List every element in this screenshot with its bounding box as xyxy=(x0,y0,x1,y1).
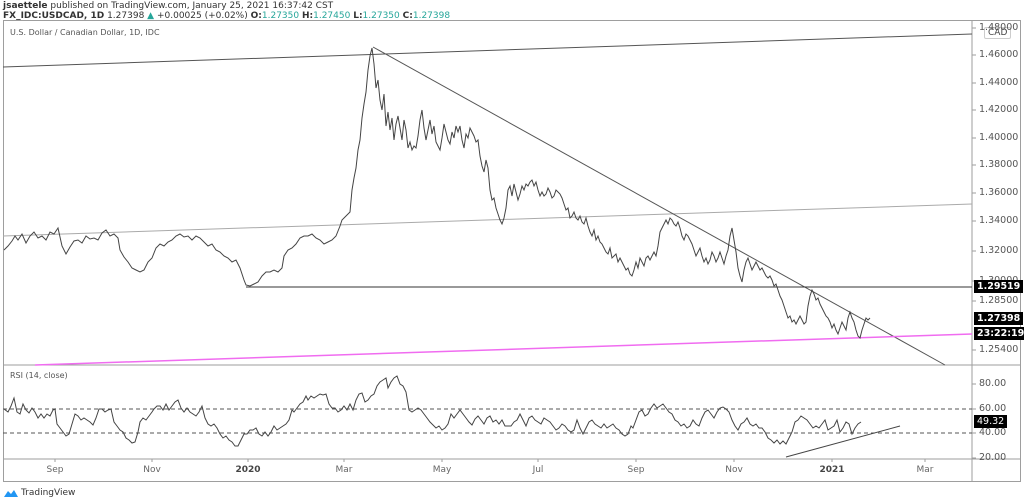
chart-title: U.S. Dollar / Canadian Dollar, 1D, IDC xyxy=(10,28,160,37)
published-text: published on TradingView.com, January 25… xyxy=(50,1,334,11)
symbol-label: FX_IDC:USDCAD, 1D xyxy=(3,11,105,21)
open-label: O: xyxy=(250,11,262,21)
time-axis-ticks xyxy=(54,459,926,462)
tradingview-logo-icon xyxy=(4,489,18,497)
rsi-title: RSI (14, close) xyxy=(10,371,68,380)
price-axis-label: 1.38000 xyxy=(979,159,1019,170)
low-label: L: xyxy=(353,11,363,21)
time-axis-label: Mar xyxy=(916,465,934,475)
time-axis-label: Nov xyxy=(725,465,743,475)
time-axis-label: May xyxy=(432,465,452,475)
tradingview-brand[interactable]: TradingView xyxy=(4,488,75,498)
rsi-axis-label: 80.00 xyxy=(979,378,1007,389)
chart-frame xyxy=(3,20,1021,482)
time-axis-label: Sep xyxy=(46,465,64,475)
price-axis-label: 1.34000 xyxy=(979,215,1019,226)
time-axis-label: 2021 xyxy=(819,465,845,475)
countdown-tag: 23:22:19 xyxy=(974,327,1024,340)
price-axis-label: 1.48000 xyxy=(979,22,1019,33)
high-label: H: xyxy=(301,11,314,21)
symbol-info: FX_IDC:USDCAD, 1D 1.27398 ▲ +0.00025 (+0… xyxy=(3,11,450,21)
rsi-axis-label: 20.00 xyxy=(979,452,1007,463)
low-value: 1.27350 xyxy=(362,11,400,21)
author-name[interactable]: jsaettele xyxy=(3,1,48,11)
time-axis-label: Sep xyxy=(627,465,645,475)
open-value: 1.27350 xyxy=(261,11,300,21)
high-value: 1.27450 xyxy=(313,11,351,21)
price-axis-label: 1.36000 xyxy=(979,187,1019,198)
rsi-series xyxy=(3,375,862,447)
descending-trendline[interactable] xyxy=(372,46,946,366)
level-price-tag: 1.29519 xyxy=(974,280,1024,293)
price-axis-label: 1.32000 xyxy=(979,245,1019,256)
rsi-support-line[interactable] xyxy=(785,425,901,458)
last-price: 1.27398 xyxy=(107,11,145,21)
price-series xyxy=(3,47,871,339)
close-value: 1.27398 xyxy=(412,11,451,21)
time-axis-label: Mar xyxy=(335,465,353,475)
magenta-support-line[interactable] xyxy=(34,333,973,366)
upper-channel-line[interactable] xyxy=(2,33,973,68)
mid-channel-line[interactable] xyxy=(2,203,973,237)
rsi-value-tag: 49.32 xyxy=(974,415,1008,428)
up-arrow-icon: ▲ xyxy=(147,11,155,21)
currency-badge[interactable]: CAD xyxy=(984,27,1012,39)
last-price-tag: 1.27398 xyxy=(974,312,1024,325)
price-axis-label: 1.44000 xyxy=(979,77,1019,88)
time-axis-label: Jul xyxy=(532,465,544,475)
price-axis-label: 1.25400 xyxy=(979,344,1019,355)
close-label: C: xyxy=(402,11,413,21)
time-axis-label: Nov xyxy=(143,465,161,475)
rsi-axis-label: 40.00 xyxy=(979,427,1007,438)
price-axis-label: 1.40000 xyxy=(979,132,1019,143)
price-axis-label: 1.42000 xyxy=(979,104,1019,115)
price-axis-label: 1.28500 xyxy=(979,295,1019,306)
price-axis-label: 1.46000 xyxy=(979,49,1019,60)
price-change: +0.00025 (+0.02%) xyxy=(156,11,248,21)
price-axis-ticks xyxy=(972,27,976,459)
time-axis-label: 2020 xyxy=(235,465,261,475)
brand-label: TradingView xyxy=(21,488,76,498)
rsi-axis-label: 60.00 xyxy=(979,403,1007,414)
publish-info: jsaettele published on TradingView.com, … xyxy=(3,1,333,11)
